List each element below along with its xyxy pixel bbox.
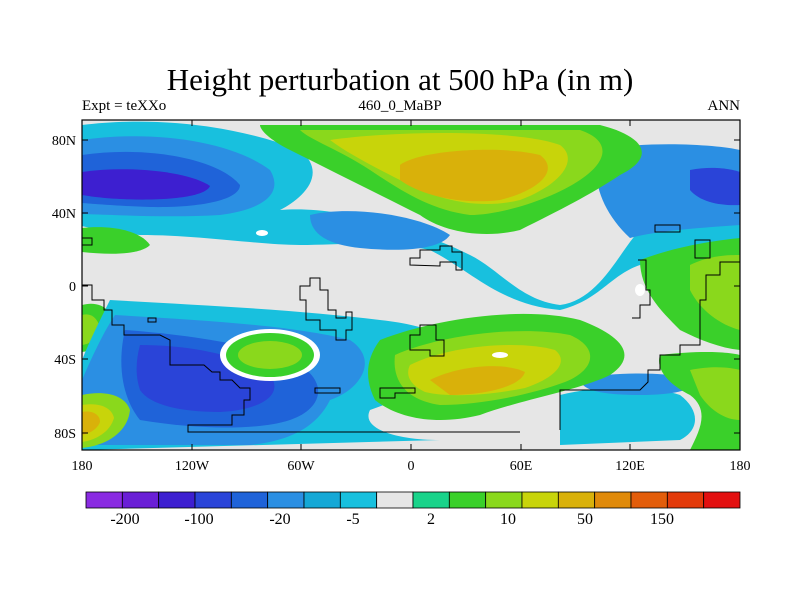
colorbar-swatch-1 [85, 491, 123, 509]
x-tick-60w: 60W [287, 459, 315, 474]
white-blob-1 [256, 230, 268, 236]
filled-contours [82, 120, 740, 450]
colorbar-swatch-6 [267, 491, 305, 509]
south-ridge-orange [430, 366, 525, 395]
cbar-label-1: -200 [110, 511, 139, 528]
colorbar-swatch-11 [448, 491, 487, 509]
x-axis-labels: 180 120W 60W 0 60E 120E 180 [72, 459, 751, 474]
y-tick-80s: 80S [54, 427, 76, 442]
cbar-label-8: 150 [650, 511, 674, 528]
cbar-label-4: -5 [346, 511, 359, 528]
sw-orange-core [82, 411, 100, 435]
colorbar-swatch-2 [121, 491, 160, 509]
colorbar-swatch-14 [557, 491, 596, 509]
colorbar [85, 491, 741, 509]
ne-blue-dark [690, 167, 740, 206]
colorbar-swatch-13 [521, 491, 559, 509]
season-label: ANN [707, 98, 741, 114]
y-tick-80n: 80N [52, 134, 76, 149]
eddy-yellow-green [238, 341, 302, 369]
colorbar-swatch-3 [158, 491, 196, 509]
x-tick-180e: 180 [730, 459, 751, 474]
cbar-label-3: -20 [269, 511, 290, 528]
x-tick-120w: 120W [175, 459, 210, 474]
x-tick-180w: 180 [72, 459, 93, 474]
colorbar-labels: -200 -100 -20 -5 2 10 50 150 [110, 511, 674, 528]
coastlines [82, 224, 740, 433]
cbar-label-2: -100 [184, 511, 213, 528]
cbar-label-6: 10 [500, 511, 516, 528]
white-blob-2 [635, 284, 645, 296]
y-tick-40s: 40S [54, 353, 76, 368]
x-tick-120e: 120E [615, 459, 645, 474]
south-east-cyan [560, 387, 695, 445]
colorbar-swatch-10 [412, 491, 450, 509]
colorbar-swatch-16 [630, 491, 668, 509]
north-navy-core [82, 169, 210, 200]
cbar-label-7: 50 [577, 511, 593, 528]
y-tick-40n: 40N [52, 207, 76, 222]
colorbar-swatch-7 [303, 491, 341, 509]
colorbar-swatch-12 [485, 491, 523, 509]
tropical-west-green [82, 227, 150, 254]
ridge-orange-core [400, 149, 548, 202]
se-yellow-green [690, 367, 740, 420]
y-axis-labels: 80N 40N 0 40S 80S [52, 134, 76, 442]
colorbar-swatch-9 [376, 491, 414, 509]
cbar-label-5: 2 [427, 511, 435, 528]
plot-title: Height perturbation at 500 hPa (in m) [166, 62, 634, 97]
colorbar-swatch-8 [339, 491, 378, 509]
colorbar-swatch-15 [594, 491, 632, 509]
colorbar-swatch-4 [194, 491, 232, 509]
tropical-east-yellow [690, 255, 740, 330]
colorbar-swatch-18 [703, 491, 741, 509]
colorbar-swatch-5 [230, 491, 269, 509]
x-tick-60e: 60E [510, 459, 533, 474]
colorbar-swatch-17 [666, 491, 705, 509]
experiment-label: Expt = teXXo [82, 98, 167, 114]
mid-blue-patch [310, 211, 450, 250]
period-label: 460_0_MaBP [358, 98, 442, 114]
x-tick-0: 0 [408, 459, 415, 474]
axis-tick-marks [81, 120, 741, 450]
ne-blue-band [596, 144, 740, 238]
white-blob-3 [492, 352, 508, 358]
y-tick-0: 0 [69, 280, 76, 295]
